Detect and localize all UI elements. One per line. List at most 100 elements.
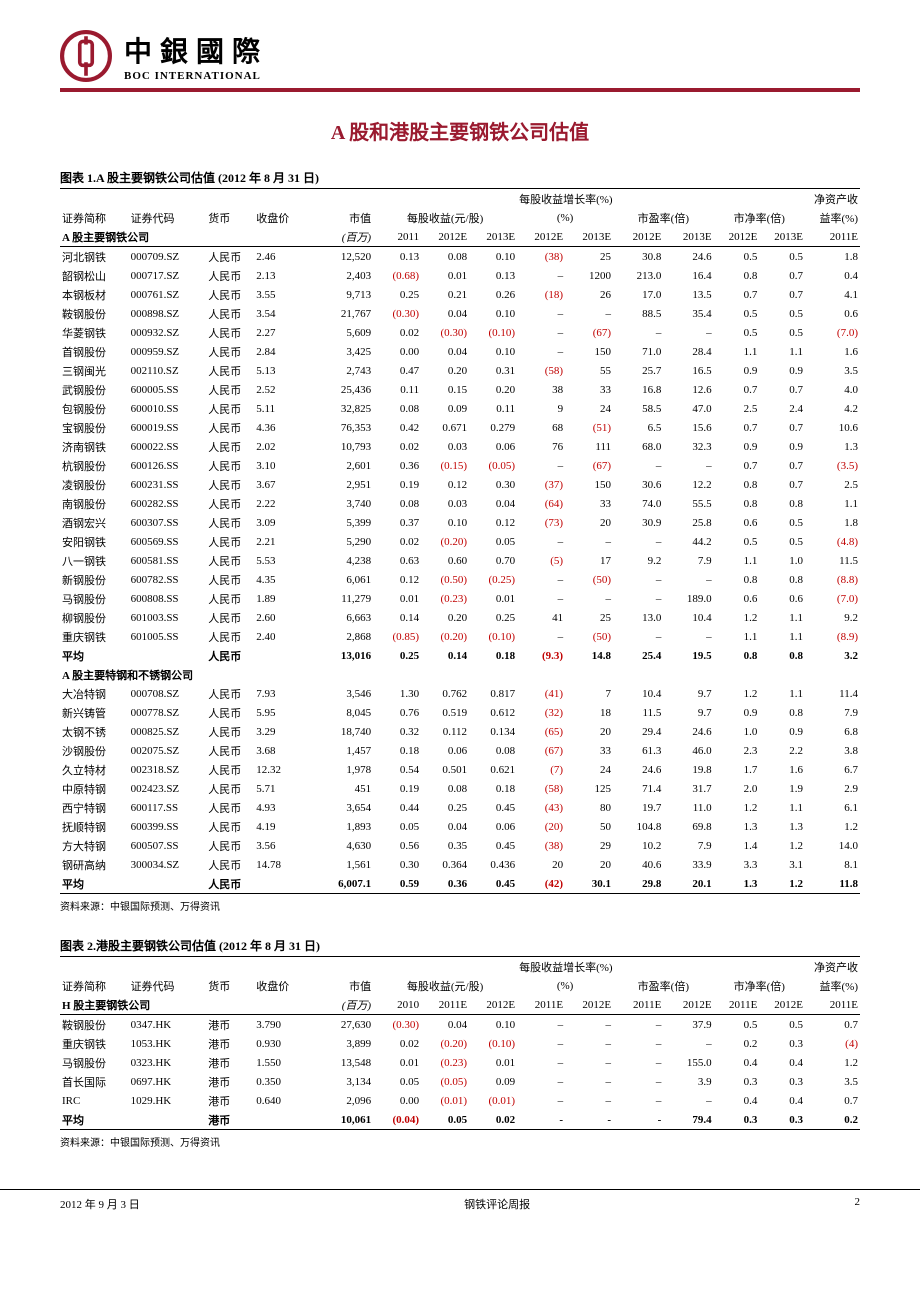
cell: 人民币 bbox=[206, 703, 254, 722]
cell: 八一钢铁 bbox=[60, 551, 129, 570]
cell: 2.27 bbox=[254, 323, 311, 342]
cell: – bbox=[613, 1091, 663, 1110]
cell: – bbox=[517, 1091, 565, 1110]
cell: (38) bbox=[517, 836, 565, 855]
cell: 0.4 bbox=[759, 1053, 805, 1072]
cell: 5.13 bbox=[254, 361, 311, 380]
cell: 000708.SZ bbox=[129, 684, 207, 703]
cell: 0.30 bbox=[373, 855, 421, 874]
cell: 5.71 bbox=[254, 779, 311, 798]
cell: 17 bbox=[565, 551, 613, 570]
cell: – bbox=[517, 1015, 565, 1035]
cell: (0.20) bbox=[421, 1034, 469, 1053]
cell: 10.4 bbox=[663, 608, 713, 627]
cell: 30.9 bbox=[613, 513, 663, 532]
table-row: 重庆钢铁601005.SS人民币2.402,868(0.85)(0.20)(0.… bbox=[60, 627, 860, 646]
cell: – bbox=[663, 1091, 713, 1110]
cell: 3.8 bbox=[805, 741, 860, 760]
cell: 80 bbox=[565, 798, 613, 817]
cell: 3.3 bbox=[714, 855, 760, 874]
cell: 2.9 bbox=[805, 779, 860, 798]
cell: 沙钢股份 bbox=[60, 741, 129, 760]
cell: 3.56 bbox=[254, 836, 311, 855]
cell: 重庆钢铁 bbox=[60, 627, 129, 646]
cell: (42) bbox=[517, 874, 565, 894]
cell: 鞍钢股份 bbox=[60, 1015, 129, 1035]
cell: 24.6 bbox=[663, 722, 713, 741]
cell: 11.5 bbox=[613, 703, 663, 722]
cell: (50) bbox=[565, 627, 613, 646]
cell: IRC bbox=[60, 1091, 129, 1110]
cell: (41) bbox=[517, 684, 565, 703]
cell: 1.1 bbox=[759, 608, 805, 627]
cell: 人民币 bbox=[206, 779, 254, 798]
cell: 1.9 bbox=[759, 779, 805, 798]
cell: 0.08 bbox=[373, 399, 421, 418]
table-row: 平均港币10,061(0.04)0.050.02---79.40.30.30.2 bbox=[60, 1110, 860, 1130]
cell: 0.8 bbox=[714, 266, 760, 285]
cell: 5,399 bbox=[311, 513, 373, 532]
cell: 25.8 bbox=[663, 513, 713, 532]
cell: 29.4 bbox=[613, 722, 663, 741]
cell: 0.7 bbox=[805, 1091, 860, 1110]
header-row: 证券简称证券代码货币 收盘价市值 每股收益(元/股) (%) 市盈率(倍) 市净… bbox=[60, 208, 860, 227]
cell: 0.13 bbox=[469, 266, 517, 285]
table-row: 凌钢股份600231.SS人民币3.672,9510.190.120.30(37… bbox=[60, 475, 860, 494]
cell: – bbox=[613, 570, 663, 589]
cell: 0.8 bbox=[714, 570, 760, 589]
table-row: 新兴铸管000778.SZ人民币5.958,0450.760.5190.612(… bbox=[60, 703, 860, 722]
cell: 0.15 bbox=[421, 380, 469, 399]
cell: 1.2 bbox=[759, 836, 805, 855]
cell: 港币 bbox=[206, 1110, 254, 1130]
cell: 1.1 bbox=[805, 494, 860, 513]
company-name-cn: 中銀國際 bbox=[124, 30, 268, 70]
cell: 2,096 bbox=[311, 1091, 373, 1110]
cell: 16.8 bbox=[613, 380, 663, 399]
cell: 19.5 bbox=[663, 646, 713, 665]
cell: 0.05 bbox=[469, 532, 517, 551]
cell: – bbox=[565, 589, 613, 608]
cell: 柳钢股份 bbox=[60, 608, 129, 627]
cell: – bbox=[613, 323, 663, 342]
cell: 10.4 bbox=[613, 684, 663, 703]
cell: 6,007.1 bbox=[311, 874, 373, 894]
cell: 2.4 bbox=[759, 399, 805, 418]
cell: 27,630 bbox=[311, 1015, 373, 1035]
cell: 0.08 bbox=[421, 247, 469, 267]
cell: 3.67 bbox=[254, 475, 311, 494]
cell: – bbox=[565, 1034, 613, 1053]
cell: 0.25 bbox=[421, 798, 469, 817]
cell: 酒钢宏兴 bbox=[60, 513, 129, 532]
cell: 0.04 bbox=[469, 494, 517, 513]
cell: 0.112 bbox=[421, 722, 469, 741]
cell: 0.09 bbox=[421, 399, 469, 418]
cell: 74.0 bbox=[613, 494, 663, 513]
header-row: 证券简称证券代码货币 收盘价市值 每股收益(元/股) (%) 市盈率(倍) 市净… bbox=[60, 976, 860, 995]
cell: 4.35 bbox=[254, 570, 311, 589]
cell: 人民币 bbox=[206, 722, 254, 741]
cell: 0.8 bbox=[759, 494, 805, 513]
cell: 人民币 bbox=[206, 627, 254, 646]
cell: (8.9) bbox=[805, 627, 860, 646]
cell: 3.9 bbox=[663, 1072, 713, 1091]
cell: 4,238 bbox=[311, 551, 373, 570]
cell: 1.2 bbox=[714, 608, 760, 627]
table-row: 杭钢股份600126.SS人民币3.102,6010.36(0.15)(0.05… bbox=[60, 456, 860, 475]
cell: 5,609 bbox=[311, 323, 373, 342]
cell: 68.0 bbox=[613, 437, 663, 456]
cell: 1.3 bbox=[714, 817, 760, 836]
cell bbox=[129, 646, 207, 665]
cell: 0.762 bbox=[421, 684, 469, 703]
cell: 0.26 bbox=[469, 285, 517, 304]
cell: 人民币 bbox=[206, 456, 254, 475]
cell: (0.68) bbox=[373, 266, 421, 285]
cell: 50 bbox=[565, 817, 613, 836]
cell: 0.8 bbox=[759, 646, 805, 665]
cell: (4) bbox=[805, 1034, 860, 1053]
cell: 3.55 bbox=[254, 285, 311, 304]
cell: 5,290 bbox=[311, 532, 373, 551]
cell: – bbox=[517, 342, 565, 361]
cell: 10,793 bbox=[311, 437, 373, 456]
cell: (58) bbox=[517, 361, 565, 380]
cell: 000709.SZ bbox=[129, 247, 207, 267]
